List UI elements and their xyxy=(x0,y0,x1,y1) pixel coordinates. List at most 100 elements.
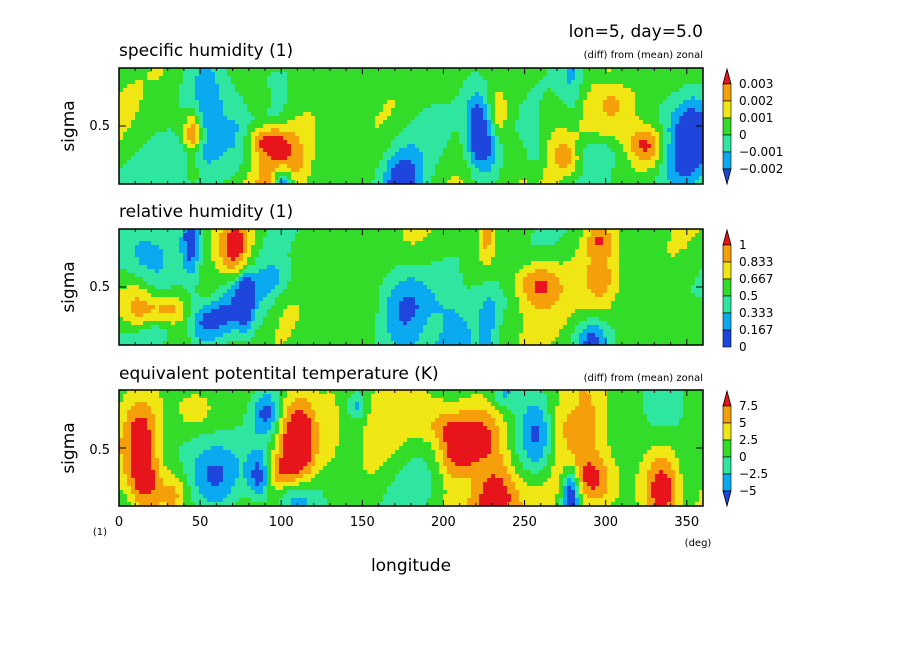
contour-cell xyxy=(551,152,556,157)
contour-cell xyxy=(591,144,596,149)
contour-cell xyxy=(475,124,480,129)
contour-cell xyxy=(231,76,236,81)
contour-cell xyxy=(355,128,360,133)
contour-cell xyxy=(335,116,340,121)
contour-cell xyxy=(399,148,404,153)
contour-cell xyxy=(579,152,584,157)
contour-cell xyxy=(583,116,588,121)
contour-cell xyxy=(215,112,220,117)
contour-cell xyxy=(259,136,264,141)
contour-cell xyxy=(203,241,208,246)
contour-cell xyxy=(391,116,396,121)
contour-cell xyxy=(351,112,356,117)
contour-cell xyxy=(659,152,664,157)
contour-cell xyxy=(375,245,380,250)
contour-cell xyxy=(683,164,688,169)
contour-cell xyxy=(579,120,584,125)
contour-cell xyxy=(127,144,132,149)
contour-cell xyxy=(171,164,176,169)
contour-cell xyxy=(159,72,164,77)
contour-cell xyxy=(483,160,488,165)
contour-cell xyxy=(523,164,528,169)
contour-cell xyxy=(587,96,592,101)
contour-cell xyxy=(579,168,584,173)
contour-cell xyxy=(287,80,292,85)
contour-cell xyxy=(623,132,628,137)
contour-cell xyxy=(567,160,572,165)
contour-cell xyxy=(607,88,612,93)
contour-cell xyxy=(603,140,608,145)
contour-cell xyxy=(507,172,512,177)
contour-cell xyxy=(647,116,652,121)
contour-cell xyxy=(475,140,480,145)
contour-cell xyxy=(367,96,372,101)
contour-cell xyxy=(467,164,472,169)
contour-cell xyxy=(663,140,668,145)
contour-cell xyxy=(459,168,464,173)
contour-cell xyxy=(683,132,688,137)
contour-cell xyxy=(419,180,424,184)
contour-cell xyxy=(603,108,608,113)
contour-cell xyxy=(371,245,376,250)
contour-cell xyxy=(203,229,208,234)
contour-cell xyxy=(687,120,692,125)
contour-cell xyxy=(647,104,652,109)
contour-cell xyxy=(347,100,352,105)
contour-cell xyxy=(143,156,148,161)
contour-cell xyxy=(135,176,140,181)
contour-cell xyxy=(375,140,380,145)
contour-cell xyxy=(459,140,464,145)
contour-cell xyxy=(403,136,408,141)
contour-cell xyxy=(143,233,148,238)
contour-cell xyxy=(639,176,644,181)
contour-cell xyxy=(191,245,196,250)
contour-cell xyxy=(371,108,376,113)
contour-cell xyxy=(435,88,440,93)
contour-cell xyxy=(439,124,444,129)
contour-cell xyxy=(375,152,380,157)
contour-cell xyxy=(275,180,280,184)
contour-cell xyxy=(287,180,292,184)
contour-cell xyxy=(567,237,572,242)
contour-cell xyxy=(523,92,528,97)
contour-cell xyxy=(319,76,324,81)
contour-cell xyxy=(219,132,224,137)
contour-cell xyxy=(283,233,288,238)
contour-cell xyxy=(595,237,600,242)
contour-cell xyxy=(323,136,328,141)
contour-cell xyxy=(355,140,360,145)
contour-cell xyxy=(259,124,264,129)
contour-cell xyxy=(411,241,416,246)
contour-cell xyxy=(627,176,632,181)
contour-cell xyxy=(151,148,156,153)
contour-cell xyxy=(663,233,668,238)
contour-cell xyxy=(331,241,336,246)
contour-cell xyxy=(243,136,248,141)
contour-cell xyxy=(343,104,348,109)
contour-cell xyxy=(459,92,464,97)
contour-cell xyxy=(395,241,400,246)
contour-cell xyxy=(243,104,248,109)
contour-cell xyxy=(495,76,500,81)
contour-cell xyxy=(235,140,240,145)
contour-cell xyxy=(135,96,140,101)
contour-cell xyxy=(419,152,424,157)
contour-cell xyxy=(127,120,132,125)
contour-cell xyxy=(655,233,660,238)
contour-cell xyxy=(295,88,300,93)
contour-cell xyxy=(503,128,508,133)
contour-cell xyxy=(243,237,248,242)
contour-cell xyxy=(323,112,328,117)
contour-cell xyxy=(179,237,184,242)
contour-cell xyxy=(575,108,580,113)
contour-cell xyxy=(663,96,668,101)
contour-cell xyxy=(419,128,424,133)
contour-cell xyxy=(667,241,672,246)
contour-cell xyxy=(119,148,124,153)
contour-cell xyxy=(655,229,660,234)
contour-cell xyxy=(507,120,512,125)
contour-cell xyxy=(511,116,516,121)
contour-cell xyxy=(475,116,480,121)
contour-cell xyxy=(375,84,380,89)
contour-cell xyxy=(223,88,228,93)
